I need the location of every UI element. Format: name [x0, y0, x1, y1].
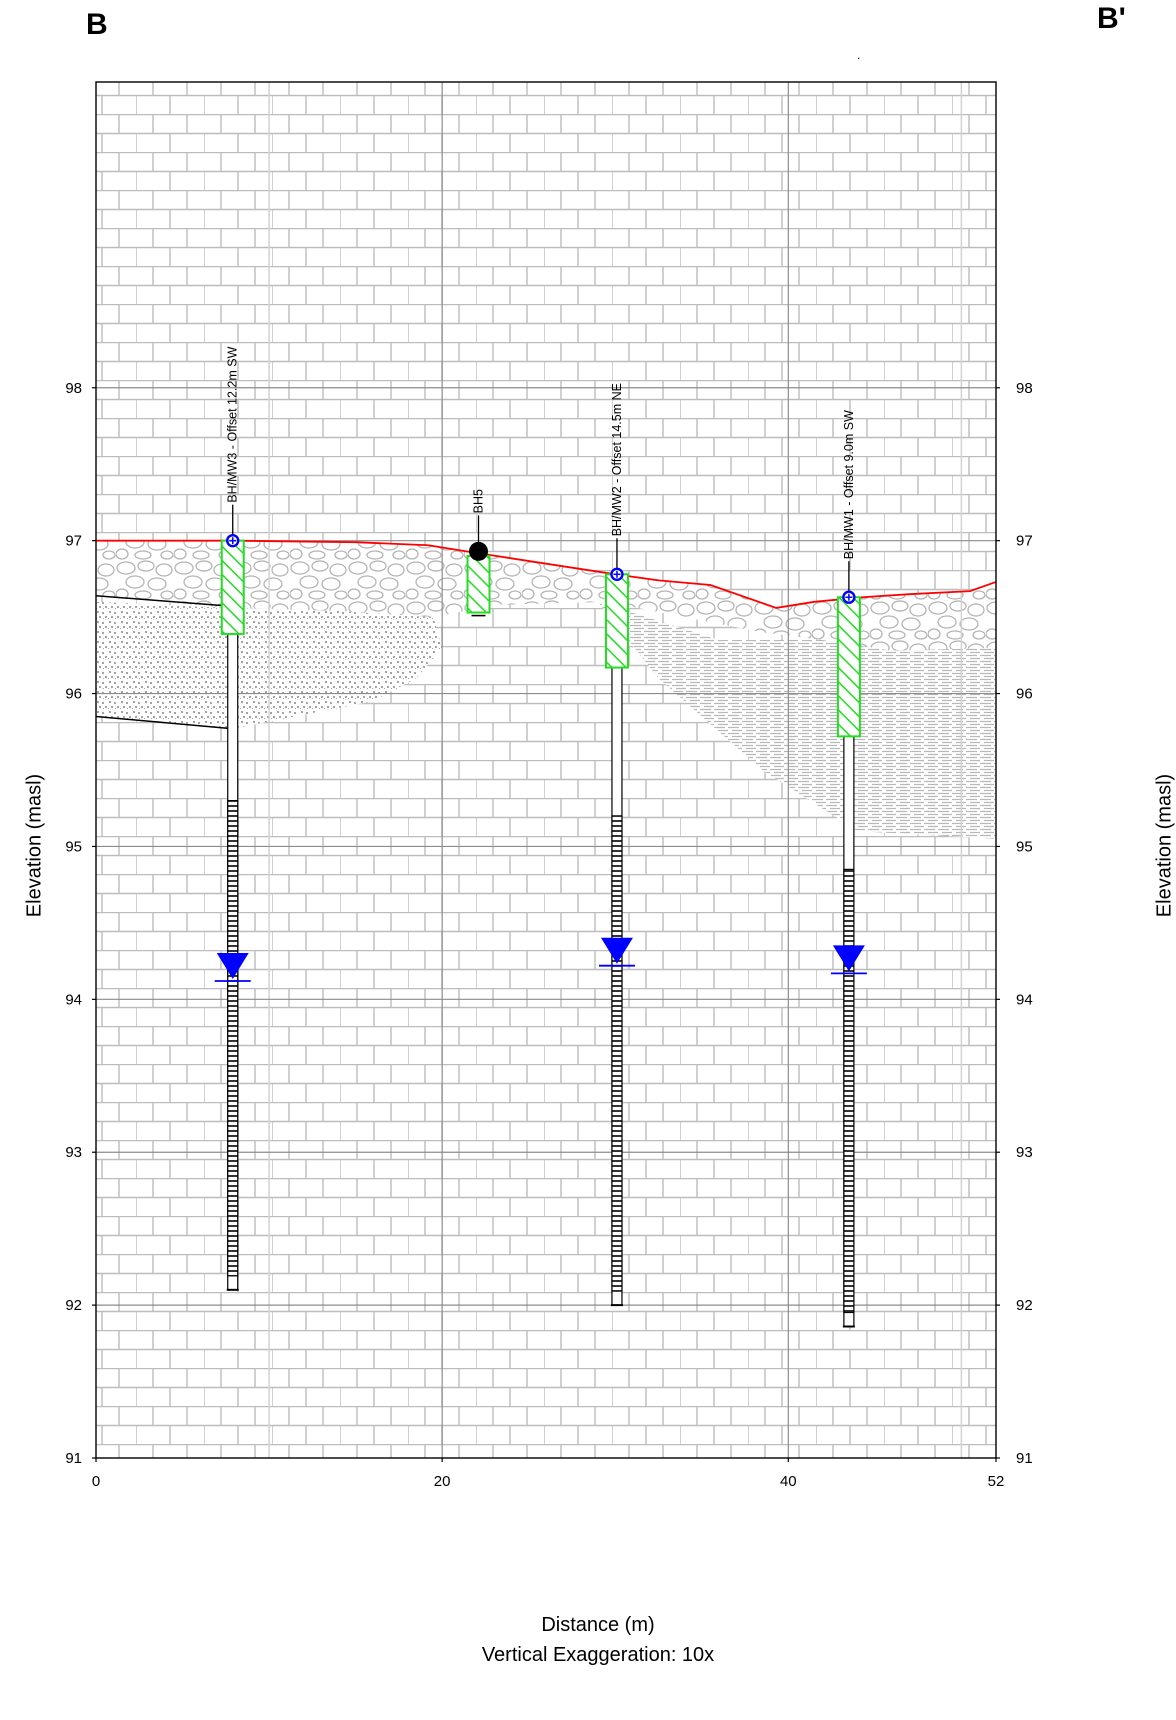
borehole-label: BH/MW1 - Offset 9.0m SW — [842, 410, 856, 559]
x-tick-label: 20 — [434, 1473, 451, 1490]
x-tick-label: 40 — [780, 1473, 797, 1490]
ground-surface-line — [96, 539, 997, 609]
y-tick-label-right: 92 — [1016, 1297, 1033, 1314]
x-axis-subtitle: Vertical Exaggeration: 10x — [481, 1644, 715, 1666]
water-level-icon — [600, 937, 633, 964]
silt-layer — [597, 601, 996, 839]
well-slotted-section — [843, 868, 855, 1314]
x-axis-title: Distance (m) — [541, 1614, 655, 1636]
borehole-bh-mw1: BH/MW1 - Offset 9.0m SW — [830, 410, 867, 1328]
y-tick-label-right: 91 — [1016, 1450, 1033, 1467]
y-tick-label-left: 95 — [65, 838, 82, 855]
section-end-label: B' — [1097, 2, 1126, 35]
contact-line — [95, 715, 233, 730]
well-slotted-section — [227, 799, 239, 1277]
y-tick-label-left: 91 — [65, 1450, 82, 1467]
water-level-icon — [832, 945, 865, 972]
contact-line — [95, 594, 233, 608]
well-screen — [604, 573, 629, 669]
y-tick-label-left: 97 — [65, 533, 82, 550]
x-tick-label: 52 — [988, 1473, 1005, 1490]
y-tick-label-left: 94 — [65, 991, 82, 1008]
y-tick-label-right: 98 — [1016, 380, 1033, 397]
borehole-label: BH/MW3 - Offset 12.2m SW — [226, 346, 240, 502]
x-tick-label: 0 — [92, 1473, 100, 1490]
borehole-label: BH5 — [472, 489, 486, 513]
section-start-label: B — [86, 8, 108, 41]
y-tick-label-left: 93 — [65, 1144, 82, 1161]
y-tick-label-right: 93 — [1016, 1144, 1033, 1161]
gravel-layer — [96, 540, 996, 651]
borehole-sample — [466, 554, 491, 614]
water-level-icon — [216, 952, 249, 979]
plot-frame — [95, 81, 997, 1459]
well-screen — [836, 596, 861, 738]
y-tick-label-right: 94 — [1016, 991, 1033, 1008]
borehole-label: BH/MW2 - Offset 14.5m NE — [610, 383, 624, 536]
stray-mark: . — [857, 48, 861, 62]
borehole-bh-mw3: BH/MW3 - Offset 12.2m SW — [214, 346, 251, 1291]
borehole-icon — [469, 541, 488, 561]
y-tick-label-right: 96 — [1016, 686, 1033, 703]
y-tick-label-left: 92 — [65, 1297, 82, 1314]
well-screen — [220, 539, 245, 635]
y-tick-label-right: 95 — [1016, 838, 1033, 855]
y-tick-label-left: 96 — [65, 686, 82, 703]
well-slotted-section — [611, 815, 623, 1292]
y-tick-label-left: 98 — [65, 380, 82, 397]
borehole-bh-mw2: BH/MW2 - Offset 14.5m NE — [598, 383, 635, 1307]
borehole-bh5: BH5 — [466, 489, 491, 617]
y-tick-label-right: 97 — [1016, 533, 1033, 550]
